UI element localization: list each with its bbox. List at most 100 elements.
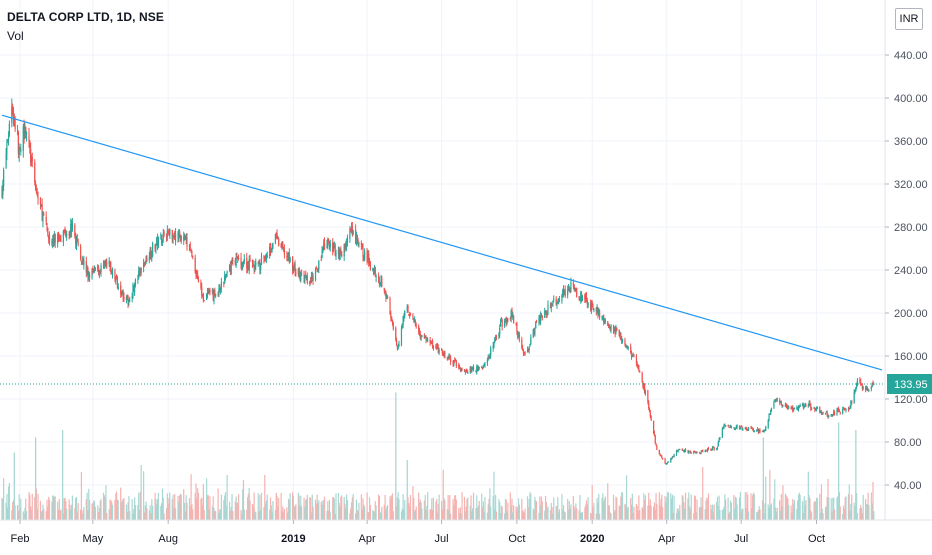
- candle-body[interactable]: [305, 275, 308, 277]
- candle-body[interactable]: [207, 292, 209, 294]
- candle-body[interactable]: [131, 296, 133, 299]
- candle-body[interactable]: [346, 241, 348, 246]
- candle-body[interactable]: [48, 235, 50, 239]
- candle-body[interactable]: [396, 345, 398, 349]
- candle-body[interactable]: [183, 236, 185, 242]
- candle-body[interactable]: [648, 402, 650, 409]
- candle-body[interactable]: [621, 339, 624, 343]
- candle-body[interactable]: [269, 245, 272, 251]
- candle-body[interactable]: [337, 249, 340, 255]
- candle-body[interactable]: [730, 426, 732, 428]
- candle-body[interactable]: [464, 370, 466, 372]
- candle-body[interactable]: [34, 183, 37, 190]
- candle-body[interactable]: [34, 162, 36, 182]
- candle-body[interactable]: [796, 407, 798, 409]
- candle-body[interactable]: [455, 360, 457, 367]
- candle-body[interactable]: [218, 287, 220, 295]
- candle-body[interactable]: [698, 452, 701, 454]
- candle-body[interactable]: [753, 431, 755, 433]
- candle-body[interactable]: [31, 157, 33, 161]
- candle-body[interactable]: [774, 400, 776, 402]
- candle-body[interactable]: [436, 346, 438, 348]
- candle-body[interactable]: [100, 265, 102, 273]
- candle-body[interactable]: [47, 227, 49, 235]
- candle-body[interactable]: [183, 237, 186, 240]
- candle-body[interactable]: [117, 286, 119, 289]
- candle-body[interactable]: [638, 366, 640, 372]
- candle-body[interactable]: [215, 294, 217, 296]
- candle-body[interactable]: [106, 261, 108, 266]
- candle-body[interactable]: [745, 427, 747, 429]
- candle-body[interactable]: [761, 431, 764, 433]
- candle-body[interactable]: [385, 291, 387, 298]
- candle-body[interactable]: [547, 304, 549, 311]
- candle-body[interactable]: [693, 451, 696, 453]
- candle-body[interactable]: [278, 238, 280, 246]
- candle-body[interactable]: [246, 258, 248, 269]
- candle-body[interactable]: [126, 296, 128, 298]
- candle-body[interactable]: [151, 254, 153, 259]
- candle-body[interactable]: [549, 305, 552, 308]
- candle-body[interactable]: [23, 124, 25, 137]
- candle-body[interactable]: [642, 381, 644, 388]
- candle-body[interactable]: [631, 356, 633, 358]
- candle-body[interactable]: [137, 279, 139, 281]
- candle-body[interactable]: [219, 286, 221, 291]
- candle-body[interactable]: [202, 294, 204, 301]
- candle-body[interactable]: [784, 404, 787, 407]
- candle-body[interactable]: [436, 346, 439, 348]
- candle-body[interactable]: [828, 415, 830, 417]
- candle-body[interactable]: [750, 427, 752, 429]
- candle-body[interactable]: [134, 283, 136, 293]
- candle-body[interactable]: [815, 408, 817, 411]
- candle-body[interactable]: [315, 268, 317, 270]
- candle-body[interactable]: [12, 110, 15, 119]
- candle-body[interactable]: [779, 400, 781, 403]
- candle-body[interactable]: [706, 450, 708, 452]
- candle-body[interactable]: [453, 360, 455, 365]
- candle-body[interactable]: [358, 242, 360, 246]
- candle-body[interactable]: [287, 252, 290, 257]
- candle-body[interactable]: [501, 319, 503, 327]
- candle-body[interactable]: [804, 404, 806, 407]
- candle-body[interactable]: [24, 127, 26, 134]
- candle-body[interactable]: [856, 383, 858, 387]
- candle-body[interactable]: [534, 329, 536, 334]
- candle-body[interactable]: [30, 149, 32, 163]
- candle-body[interactable]: [102, 264, 105, 266]
- candle-body[interactable]: [550, 303, 552, 309]
- candle-body[interactable]: [299, 274, 301, 280]
- candle-body[interactable]: [545, 313, 547, 315]
- candle-body[interactable]: [690, 452, 692, 454]
- candle-body[interactable]: [186, 237, 188, 247]
- candle-body[interactable]: [161, 234, 163, 243]
- candle-body[interactable]: [235, 257, 237, 266]
- candle-body[interactable]: [562, 289, 564, 295]
- candle-body[interactable]: [415, 324, 417, 326]
- candle-body[interactable]: [12, 107, 14, 113]
- candle-body[interactable]: [805, 403, 807, 407]
- candle-body[interactable]: [220, 282, 222, 289]
- candle-body[interactable]: [162, 233, 164, 239]
- candle-body[interactable]: [734, 428, 737, 430]
- candle-body[interactable]: [635, 356, 638, 364]
- candle-body[interactable]: [481, 367, 484, 369]
- candle-body[interactable]: [310, 276, 313, 283]
- candle-body[interactable]: [364, 251, 366, 260]
- candle-body[interactable]: [201, 287, 203, 296]
- candle-body[interactable]: [493, 342, 495, 347]
- candle-body[interactable]: [138, 270, 140, 279]
- candle-body[interactable]: [587, 303, 589, 306]
- candle-body[interactable]: [292, 257, 294, 271]
- candle-body[interactable]: [395, 340, 398, 346]
- candle-body[interactable]: [578, 296, 580, 301]
- candle-body[interactable]: [866, 387, 868, 390]
- candle-body[interactable]: [212, 289, 214, 300]
- candle-body[interactable]: [226, 271, 228, 274]
- candle-body[interactable]: [688, 451, 690, 453]
- candle-body[interactable]: [557, 301, 559, 304]
- candle-body[interactable]: [241, 265, 243, 267]
- candle-body[interactable]: [790, 407, 792, 410]
- candle-body[interactable]: [231, 261, 233, 264]
